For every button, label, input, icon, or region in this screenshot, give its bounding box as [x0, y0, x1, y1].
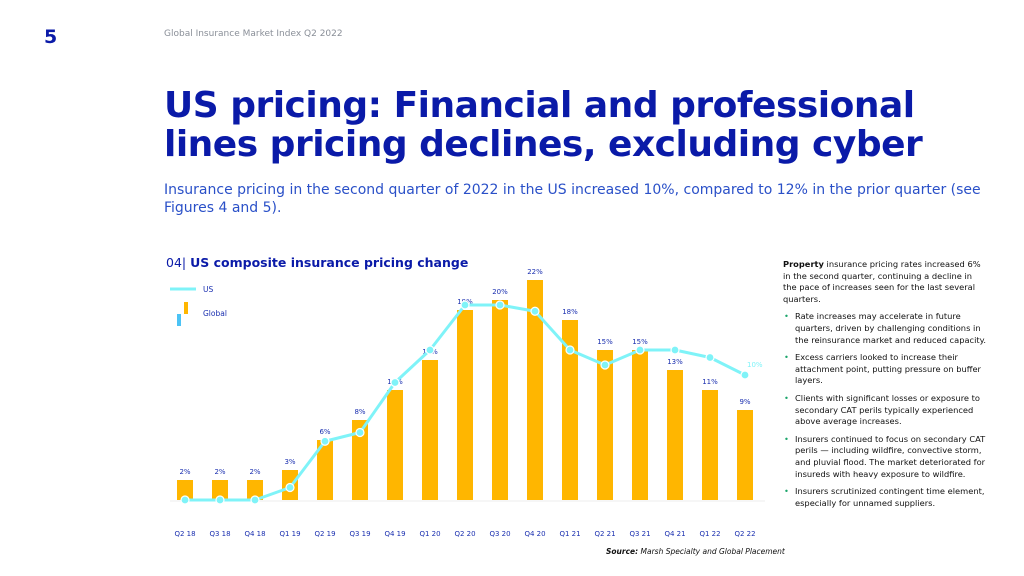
bar: [247, 480, 263, 500]
x-tick-label: Q3 18: [209, 530, 230, 538]
chart-number: 04|: [166, 255, 187, 270]
legend-global-label: Global: [203, 309, 227, 318]
bar: [422, 360, 438, 500]
x-tick-label: Q2 18: [174, 530, 195, 538]
bullet-list: Rate increases may accelerate in future …: [783, 311, 988, 509]
x-tick-label: Q4 20: [524, 530, 545, 538]
bar: [387, 390, 403, 500]
page-number: 5: [44, 26, 58, 48]
bar-label: 20%: [492, 288, 508, 296]
bar-label: 15%: [632, 338, 648, 346]
source-label: Source:: [606, 547, 639, 556]
legend-global-swatch: [184, 302, 188, 314]
bar: [737, 410, 753, 500]
bar: [352, 420, 368, 500]
us-point: [320, 436, 330, 446]
bar-label: 3%: [284, 458, 295, 466]
us-point: [495, 300, 505, 310]
us-end-label: 10%: [747, 361, 763, 369]
us-point: [635, 345, 645, 355]
us-point: [180, 495, 190, 505]
x-tick-label: Q3 19: [349, 530, 370, 538]
report-header: Global Insurance Market Index Q2 2022: [164, 29, 343, 39]
lead-text: insurance pricing rates increased 6% in …: [783, 259, 981, 304]
bar: [632, 350, 648, 500]
us-point: [425, 345, 435, 355]
page-title: US pricing: Financial and professional l…: [164, 85, 923, 165]
bar-label: 6%: [319, 428, 330, 436]
bullet-item: Insurers continued to focus on secondary…: [783, 434, 988, 480]
bar: [597, 350, 613, 500]
bar: [317, 440, 333, 500]
bar: [212, 480, 228, 500]
us-point: [460, 300, 470, 310]
bullet-item: Clients with significant losses or expos…: [783, 393, 988, 428]
x-tick-label: Q1 21: [559, 530, 580, 538]
x-tick-label: Q4 18: [244, 530, 265, 538]
sidebar-text: Property insurance pricing rates increas…: [783, 259, 988, 515]
page-subtitle: Insurance pricing in the second quarter …: [164, 182, 981, 216]
bullet-item: Rate increases may accelerate in future …: [783, 311, 988, 346]
bar-label: 15%: [597, 338, 613, 346]
us-point: [355, 427, 365, 438]
x-tick-label: Q1 22: [699, 530, 720, 538]
us-point: [285, 482, 295, 493]
us-point: [705, 352, 715, 363]
x-tick-label: Q3 21: [629, 530, 650, 538]
legend-global-swatch-2: [177, 314, 181, 326]
x-tick-label: Q4 19: [384, 530, 405, 538]
chart-title-text: US composite insurance pricing change: [190, 255, 469, 270]
source-note: Source: Marsh Specialty and Global Place…: [606, 547, 785, 556]
bar-label: 11%: [702, 378, 718, 386]
us-point: [530, 306, 540, 316]
us-point: [565, 345, 575, 355]
lead-bold: Property: [783, 259, 824, 269]
bar-label: 2%: [214, 468, 225, 476]
us-point: [390, 377, 400, 388]
x-tick-label: Q2 22: [734, 530, 755, 538]
bar: [562, 320, 578, 500]
x-tick-label: Q2 21: [594, 530, 615, 538]
bar: [492, 300, 508, 500]
legend-us-label: US: [203, 285, 213, 294]
x-tick-label: Q3 20: [489, 530, 510, 538]
bar-label: 9%: [739, 398, 750, 406]
bar: [702, 390, 718, 500]
x-tick-label: Q1 19: [279, 530, 300, 538]
x-tick-label: Q1 20: [419, 530, 440, 538]
us-point: [215, 495, 225, 505]
bar-label: 8%: [354, 408, 365, 416]
x-tick-label: Q2 20: [454, 530, 475, 538]
bar-label: 18%: [562, 308, 578, 316]
sidebar-lead: Property insurance pricing rates increas…: [783, 259, 988, 305]
bullet-item: Excess carriers looked to increase their…: [783, 352, 988, 387]
source-text: Marsh Specialty and Global Placement: [638, 547, 785, 556]
bar: [667, 370, 683, 500]
bar: [527, 280, 543, 500]
chart-title: 04| US composite insurance pricing chang…: [166, 255, 468, 270]
bar-label: 13%: [667, 358, 683, 366]
us-point: [740, 370, 750, 380]
x-tick-label: Q4 21: [664, 530, 685, 538]
x-tick-label: Q2 19: [314, 530, 335, 538]
bar-label: 2%: [249, 468, 260, 476]
bullet-item: Insurers scrutinized contingent time ele…: [783, 486, 988, 509]
bar: [457, 310, 473, 500]
bar: [177, 480, 193, 500]
us-point: [250, 495, 260, 505]
us-point: [670, 345, 680, 355]
bar-label: 2%: [179, 468, 190, 476]
bar-label: 22%: [527, 268, 543, 276]
us-point: [600, 360, 610, 370]
